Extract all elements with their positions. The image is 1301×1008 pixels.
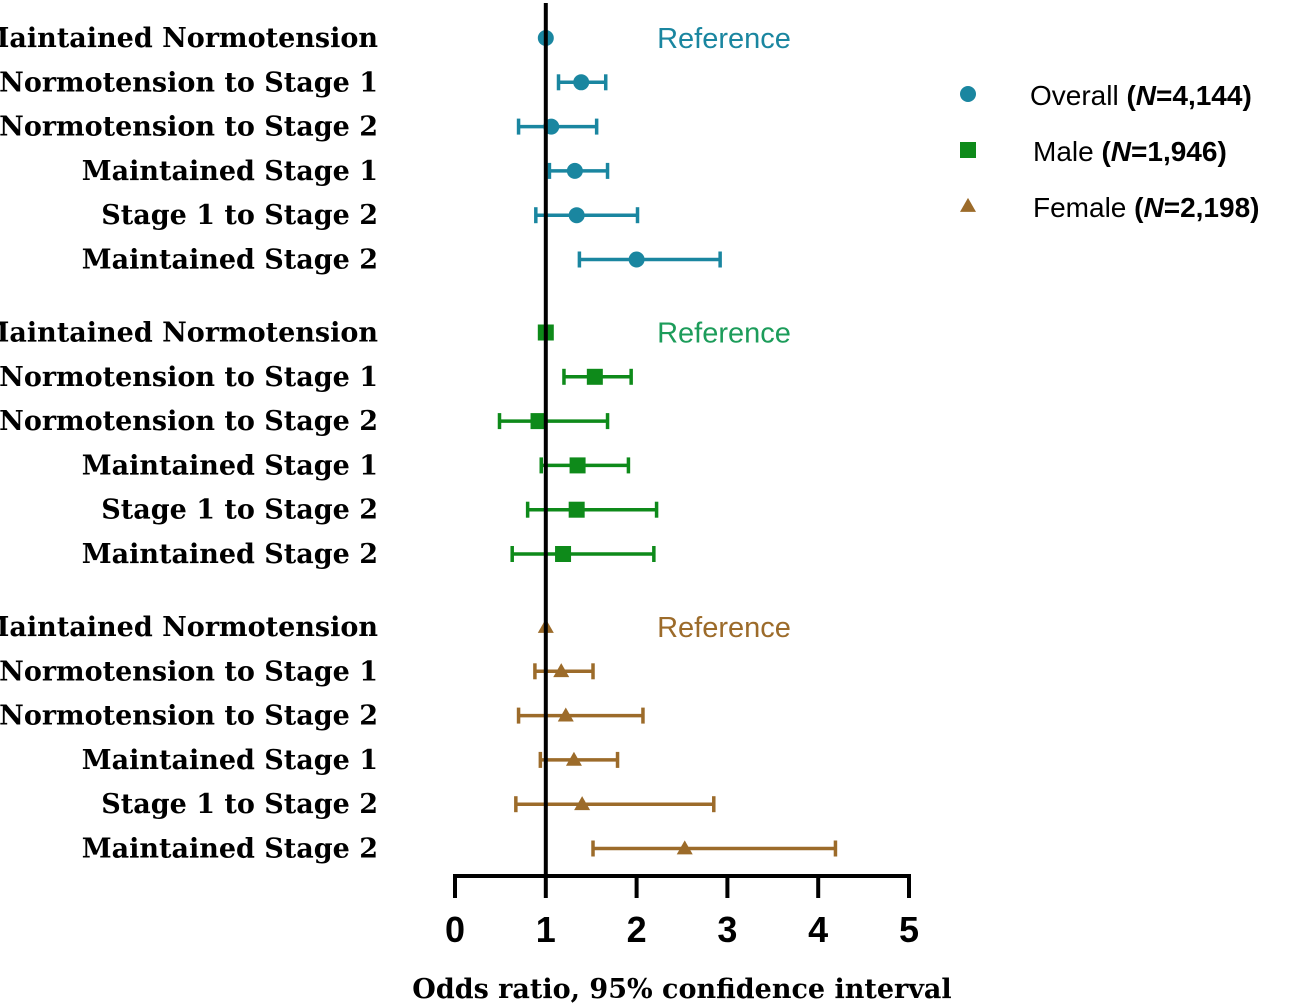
legend-n-label-female: N xyxy=(1143,192,1164,223)
x-tick-label-2: 2 xyxy=(627,909,647,950)
row-label-female-2: Normotension to Stage 2 xyxy=(0,701,378,732)
row-label-overall-0: Maintained Normotension xyxy=(0,23,378,54)
legend-marker-male xyxy=(960,142,976,158)
point-male-4 xyxy=(568,501,585,518)
x-tick-label-3: 3 xyxy=(717,909,737,950)
row-label-male-0: Maintained Normotension xyxy=(0,318,378,349)
x-tick-label-5: 5 xyxy=(899,909,919,950)
legend-n-value-male: =1,946) xyxy=(1131,136,1227,167)
row-label-female-1: Normotension to Stage 1 xyxy=(0,656,378,687)
legend-name-male: Male xyxy=(1033,136,1101,167)
row-label-male-3: Maintained Stage 1 xyxy=(82,450,378,481)
legend-open-male: ( xyxy=(1101,136,1111,167)
legend-entry-overall: Overall (N=4,144) xyxy=(1030,80,1252,111)
point-male-2 xyxy=(530,413,547,430)
point-female-4 xyxy=(574,796,591,811)
row-label-overall-3: Maintained Stage 1 xyxy=(82,156,378,187)
legend-n-label-male: N xyxy=(1111,136,1132,167)
point-male-1 xyxy=(586,368,603,385)
legend-open-overall: ( xyxy=(1126,80,1136,111)
point-female-1 xyxy=(553,663,570,678)
x-tick-label-4: 4 xyxy=(808,909,828,950)
reference-label-female: Reference xyxy=(657,612,791,644)
reference-label-overall: Reference xyxy=(657,23,791,55)
legend-name-female: Female xyxy=(1033,192,1134,223)
point-female-2 xyxy=(557,707,574,722)
legend-entry-male: Male (N=1,946) xyxy=(1033,136,1227,167)
legend-n-label-overall: N xyxy=(1136,80,1157,111)
point-overall-1 xyxy=(573,74,590,91)
legend-name-overall: Overall xyxy=(1030,80,1126,111)
row-label-male-2: Normotension to Stage 2 xyxy=(0,406,378,437)
legend-n-value-female: =2,198) xyxy=(1164,192,1260,223)
point-female-5 xyxy=(676,840,693,855)
row-label-female-3: Maintained Stage 1 xyxy=(82,745,378,776)
point-overall-4 xyxy=(568,207,585,224)
point-female-3 xyxy=(565,751,582,766)
point-overall-3 xyxy=(566,162,583,179)
row-label-female-4: Stage 1 to Stage 2 xyxy=(101,789,378,820)
legend-marker-overall xyxy=(960,86,976,102)
legend-open-female: ( xyxy=(1134,192,1144,223)
x-axis-title: Odds ratio, 95% confidence interval xyxy=(412,974,951,1005)
row-label-overall-1: Normotension to Stage 1 xyxy=(0,67,378,98)
row-label-overall-4: Stage 1 to Stage 2 xyxy=(101,200,378,231)
row-label-male-5: Maintained Stage 2 xyxy=(82,539,378,570)
legend-entry-female: Female (N=2,198) xyxy=(1033,192,1259,223)
row-label-overall-2: Normotension to Stage 2 xyxy=(0,112,378,143)
point-male-3 xyxy=(569,457,586,474)
row-label-female-5: Maintained Stage 2 xyxy=(82,834,378,865)
row-label-male-1: Normotension to Stage 1 xyxy=(0,362,378,393)
legend-marker-female xyxy=(960,197,976,212)
row-label-female-0: Maintained Normotension xyxy=(0,612,378,643)
row-label-male-4: Stage 1 to Stage 2 xyxy=(101,495,378,526)
x-tick-label-1: 1 xyxy=(536,909,556,950)
point-overall-5 xyxy=(628,251,645,268)
point-male-5 xyxy=(555,546,572,562)
x-tick-label-0: 0 xyxy=(445,909,465,950)
reference-label-male: Reference xyxy=(657,318,791,350)
legend-n-value-overall: =4,144) xyxy=(1156,80,1252,111)
row-label-overall-5: Maintained Stage 2 xyxy=(82,245,378,276)
